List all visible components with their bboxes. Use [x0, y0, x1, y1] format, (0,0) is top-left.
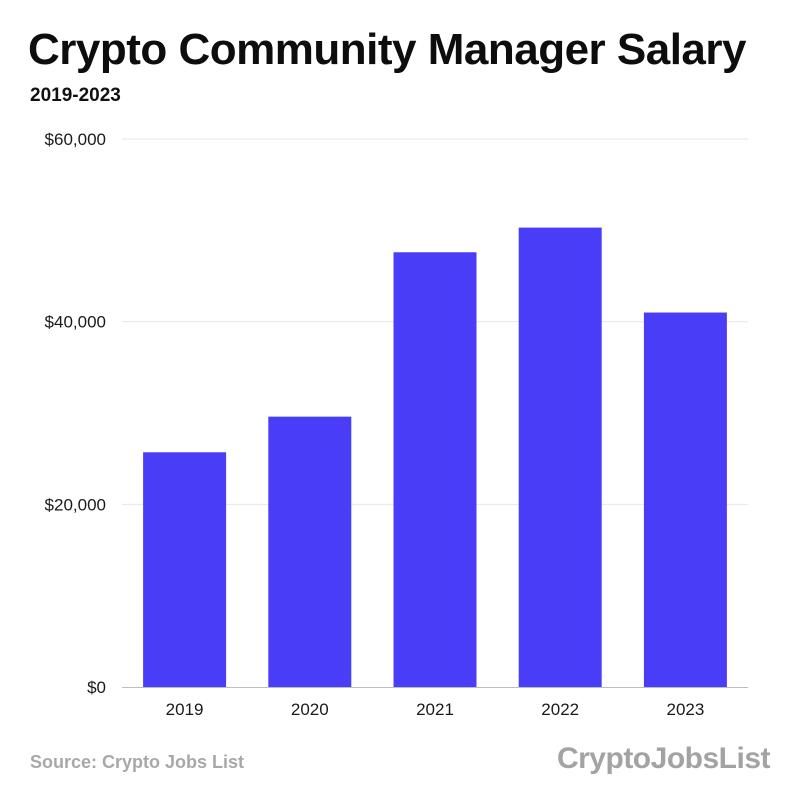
- y-tick-label: $40,000: [45, 313, 106, 332]
- x-axis-tick-labels: 2019 2020 2021 2022 2023: [166, 700, 705, 719]
- bar-2022: [518, 227, 602, 688]
- source-note: Source: Crypto Jobs List: [30, 752, 245, 772]
- bar-2021: [393, 252, 477, 687]
- y-axis-tick-labels: $0 $20,000 $40,000 $60,000: [45, 130, 106, 697]
- chart-subtitle: 2019-2023: [30, 85, 121, 106]
- chart-title: Crypto Community Manager Salary: [28, 25, 747, 74]
- x-tick-label: 2021: [416, 700, 454, 719]
- x-tick-label: 2019: [166, 700, 204, 719]
- bar-2023: [643, 312, 727, 687]
- cryptojobslist-logo: CryptoJobsList: [556, 742, 771, 775]
- x-tick-label: 2022: [541, 700, 579, 719]
- x-tick-label: 2023: [666, 700, 704, 719]
- y-tick-label: $60,000: [45, 130, 106, 149]
- bar-2019: [143, 452, 227, 687]
- bars: [143, 227, 727, 688]
- x-tick-label: 2020: [291, 700, 329, 719]
- salary-bar-chart: $0 $20,000 $40,000 $60,000 2019 2020 2021 2022…: [45, 130, 748, 719]
- bar-2020: [268, 416, 352, 687]
- y-tick-label: $0: [87, 678, 106, 697]
- y-tick-label: $20,000: [45, 495, 106, 514]
